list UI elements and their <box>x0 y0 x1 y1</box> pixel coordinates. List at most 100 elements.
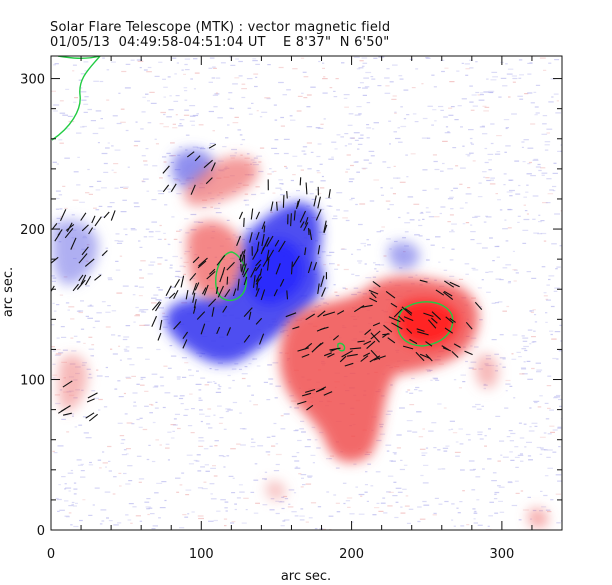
noise-pixel <box>275 500 279 502</box>
field-vector <box>383 324 393 333</box>
noise-pixel <box>530 175 536 177</box>
noise-pixel <box>217 117 223 119</box>
noise-pixel <box>348 143 352 145</box>
noise-pixel <box>111 310 117 312</box>
noise-pixel <box>164 392 171 394</box>
noise-pixel <box>306 94 312 96</box>
noise-pixel <box>250 491 255 493</box>
noise-pixel <box>234 77 240 79</box>
noise-pixel <box>95 209 100 211</box>
noise-pixel <box>155 299 162 301</box>
noise-pixel <box>73 101 77 103</box>
noise-pixel <box>465 193 472 195</box>
noise-pixel <box>469 469 475 471</box>
noise-pixel <box>139 520 143 522</box>
field-vector <box>243 276 248 286</box>
noise-pixel <box>189 115 196 117</box>
noise-pixel <box>300 420 305 422</box>
noise-pixel <box>459 501 463 503</box>
noise-pixel <box>88 348 95 350</box>
field-vector <box>238 250 244 261</box>
noise-pixel <box>489 501 494 503</box>
noise-pixel <box>275 453 282 456</box>
noise-pixel <box>223 466 226 468</box>
noise-pixel <box>326 287 329 289</box>
field-vector <box>449 317 456 323</box>
noise-pixel <box>526 441 532 443</box>
noise-pixel <box>353 132 360 134</box>
noise-pixel <box>343 287 346 289</box>
noise-pixel <box>350 164 354 167</box>
noise-pixel <box>148 236 154 238</box>
noise-pixel <box>106 517 109 519</box>
noise-pixel <box>125 63 131 65</box>
noise-pixel <box>462 381 466 383</box>
noise-pixel <box>442 140 448 142</box>
noise-pixel <box>198 399 203 401</box>
noise-pixel <box>217 405 222 407</box>
noise-pixel <box>116 122 122 125</box>
noise-pixel <box>348 113 354 115</box>
field-vector <box>337 310 345 315</box>
noise-pixel <box>345 288 348 290</box>
noise-pixel <box>440 170 444 172</box>
noise-pixel <box>405 154 408 156</box>
noise-pixel <box>284 165 287 168</box>
noise-pixel <box>121 439 126 441</box>
noise-pixel <box>499 440 505 442</box>
noise-pixel <box>492 76 498 78</box>
noise-pixel <box>108 520 113 522</box>
noise-pixel <box>76 184 81 186</box>
noise-pixel <box>438 363 444 365</box>
noise-pixel <box>271 171 274 173</box>
noise-pixel <box>238 75 243 77</box>
noise-pixel <box>72 70 75 72</box>
noise-pixel <box>405 495 409 497</box>
noise-pixel <box>532 309 536 311</box>
noise-pixel <box>419 212 424 214</box>
field-vector <box>192 292 196 303</box>
noise-pixel <box>123 392 126 395</box>
noise-pixel <box>172 127 178 129</box>
noise-pixel <box>351 197 355 199</box>
noise-pixel <box>207 408 212 410</box>
noise-pixel <box>224 525 227 527</box>
noise-pixel <box>196 370 199 372</box>
noise-pixel <box>541 174 545 176</box>
noise-pixel <box>201 488 208 490</box>
field-vector <box>34 245 42 250</box>
noise-pixel <box>164 259 168 261</box>
field-vector <box>354 305 365 313</box>
field-vector <box>444 327 454 334</box>
noise-pixel <box>235 58 239 60</box>
field-vector <box>80 212 87 221</box>
field-vector <box>286 290 289 300</box>
noise-pixel <box>498 96 502 98</box>
noise-pixel <box>125 129 129 132</box>
field-vector <box>442 347 452 352</box>
noise-pixel <box>511 353 514 355</box>
noise-pixel <box>390 460 396 462</box>
noise-pixel <box>469 101 474 103</box>
field-vector <box>78 253 88 264</box>
noise-pixel <box>139 324 146 326</box>
noise-pixel <box>384 92 391 94</box>
noise-pixel <box>535 362 541 364</box>
noise-pixel <box>270 211 273 213</box>
noise-pixel <box>266 98 271 100</box>
noise-pixel <box>329 458 333 460</box>
noise-pixel <box>208 110 214 113</box>
noise-pixel <box>183 114 190 116</box>
noise-pixel <box>136 455 142 457</box>
noise-pixel <box>225 408 231 410</box>
noise-pixel <box>495 193 498 195</box>
noise-pixel <box>278 501 285 503</box>
noise-pixel <box>122 285 129 287</box>
field-vector <box>299 177 302 186</box>
noise-pixel <box>508 96 511 98</box>
noise-pixel <box>92 504 95 506</box>
field-vector <box>81 246 89 256</box>
noise-pixel <box>135 515 141 517</box>
noise-pixel <box>462 145 465 147</box>
noise-pixel <box>262 478 267 480</box>
